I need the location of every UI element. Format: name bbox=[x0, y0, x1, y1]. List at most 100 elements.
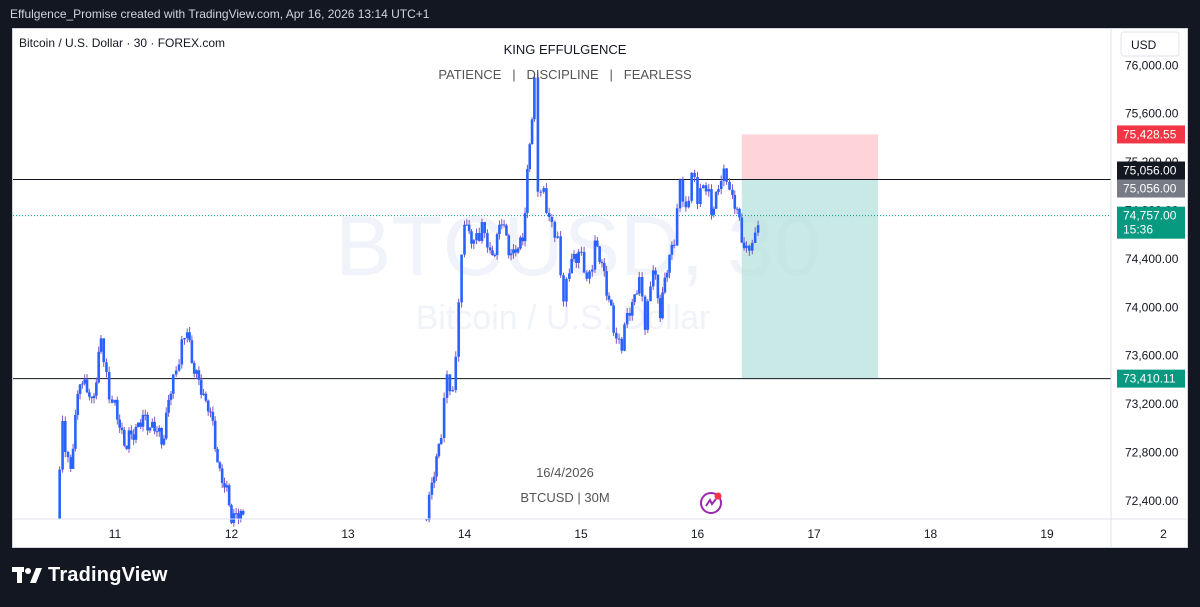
candle-body bbox=[710, 189, 713, 215]
candle-body bbox=[603, 263, 606, 272]
price-label-black bbox=[1117, 161, 1185, 180]
candle-body bbox=[457, 302, 460, 357]
currency-button[interactable]: USD bbox=[1120, 31, 1180, 57]
candle-body bbox=[704, 185, 708, 192]
price-tick-label: 74,400.00 bbox=[1125, 252, 1179, 266]
candle-body bbox=[635, 293, 639, 295]
candle-body bbox=[61, 420, 64, 470]
candle-body bbox=[99, 338, 103, 352]
candle-body bbox=[225, 485, 229, 488]
candle-body bbox=[197, 370, 201, 380]
candle-body bbox=[477, 233, 481, 241]
candle-body bbox=[748, 245, 751, 251]
candle-body bbox=[526, 169, 529, 213]
time-tick-label: 11 bbox=[109, 527, 122, 541]
candle-body bbox=[687, 200, 691, 208]
candle-body bbox=[690, 172, 693, 201]
candle-body bbox=[218, 462, 222, 469]
time-tick-label: 18 bbox=[924, 527, 938, 541]
time-tick-label: 2 bbox=[1160, 527, 1167, 541]
candle-body bbox=[460, 254, 463, 303]
candle-body bbox=[547, 212, 551, 217]
candle-body bbox=[445, 374, 449, 398]
candle-body bbox=[725, 168, 728, 182]
price-tick-label: 73,600.00 bbox=[1125, 349, 1179, 363]
candle-body bbox=[630, 302, 634, 316]
price-label-text: 75,428.55 bbox=[1123, 127, 1177, 141]
brand-name: TradingView bbox=[48, 564, 168, 586]
candle-body bbox=[514, 249, 518, 253]
candle-body bbox=[486, 233, 489, 248]
price-chart[interactable]: BTCUSD, 30 Bitcoin / U.S. Dollar KING EF… bbox=[13, 29, 1187, 547]
replay-icon[interactable] bbox=[700, 492, 722, 514]
symbol-info-text: Bitcoin / U.S. Dollar · 30 · FOREX.com bbox=[19, 36, 225, 50]
candle-body bbox=[143, 414, 147, 416]
time-tick-label: 17 bbox=[807, 527, 821, 541]
candle-body bbox=[171, 374, 175, 394]
time-tick-label: 19 bbox=[1040, 527, 1054, 541]
candle-body bbox=[162, 438, 166, 445]
candle-body bbox=[722, 168, 726, 181]
candle-body bbox=[637, 277, 641, 294]
candle-body bbox=[753, 232, 757, 243]
candle-body bbox=[539, 191, 543, 193]
candle-body bbox=[498, 224, 501, 235]
candle-body bbox=[675, 208, 679, 246]
candle-body bbox=[562, 275, 565, 302]
price-labels: 75,428.55 75,056.00 75,056.00 73,410.11 74,7… bbox=[1117, 125, 1185, 388]
candle-body bbox=[699, 188, 702, 205]
candle-body bbox=[600, 261, 604, 264]
candle-body bbox=[69, 457, 73, 469]
candle-body bbox=[123, 430, 126, 446]
candle-body bbox=[164, 412, 168, 439]
tradingview-logo[interactable]: TradingView bbox=[12, 564, 168, 587]
candle-body bbox=[681, 179, 685, 202]
currency-label: USD bbox=[1131, 38, 1157, 52]
candle-body bbox=[516, 248, 520, 253]
candle-body bbox=[620, 338, 624, 351]
price-label-red bbox=[1117, 125, 1185, 144]
candle-body bbox=[735, 208, 739, 210]
candle-body bbox=[582, 251, 586, 273]
candle-body bbox=[519, 237, 522, 249]
candle-body bbox=[125, 445, 128, 449]
stop-loss-zone[interactable] bbox=[741, 134, 879, 180]
candle-body bbox=[742, 242, 746, 249]
candle-body bbox=[568, 273, 571, 279]
candle-body bbox=[439, 438, 443, 444]
candle-body bbox=[617, 338, 621, 340]
candle-body bbox=[521, 237, 525, 242]
candle-body bbox=[756, 225, 760, 233]
candle-body bbox=[169, 393, 173, 400]
candle-body bbox=[230, 505, 233, 523]
candle-body bbox=[199, 379, 203, 395]
candle-body bbox=[488, 247, 492, 251]
candle-body bbox=[139, 422, 142, 427]
time-tick-label: 15 bbox=[574, 527, 588, 541]
candle-body bbox=[588, 271, 591, 279]
candle-body bbox=[195, 370, 198, 374]
candle-body bbox=[105, 362, 108, 373]
candle-body bbox=[480, 222, 484, 241]
candle-body bbox=[649, 286, 652, 302]
price-tick-label: 75,600.00 bbox=[1125, 107, 1179, 121]
candle-body bbox=[623, 324, 626, 351]
candle-body bbox=[134, 426, 138, 440]
take-profit-zone[interactable] bbox=[741, 179, 879, 379]
candle-body bbox=[580, 251, 583, 253]
time-tick-label: 16 bbox=[691, 527, 705, 541]
candle-body bbox=[130, 430, 133, 435]
price-label-gray bbox=[1117, 179, 1185, 198]
chart-frame[interactable]: BTCUSD, 30 Bitcoin / U.S. Dollar KING EF… bbox=[12, 28, 1188, 548]
candle-body bbox=[116, 399, 119, 420]
position-zones bbox=[741, 134, 879, 379]
price-label-text: 75,056.00 bbox=[1123, 164, 1177, 178]
candle-body bbox=[454, 356, 458, 391]
candle-body bbox=[553, 221, 557, 238]
candle-body bbox=[495, 234, 499, 256]
current-price-countdown: 15:36 bbox=[1123, 223, 1153, 237]
candle-body bbox=[239, 510, 243, 519]
candle-body bbox=[575, 253, 578, 263]
candle-body bbox=[654, 270, 657, 275]
candle-body bbox=[177, 364, 181, 371]
